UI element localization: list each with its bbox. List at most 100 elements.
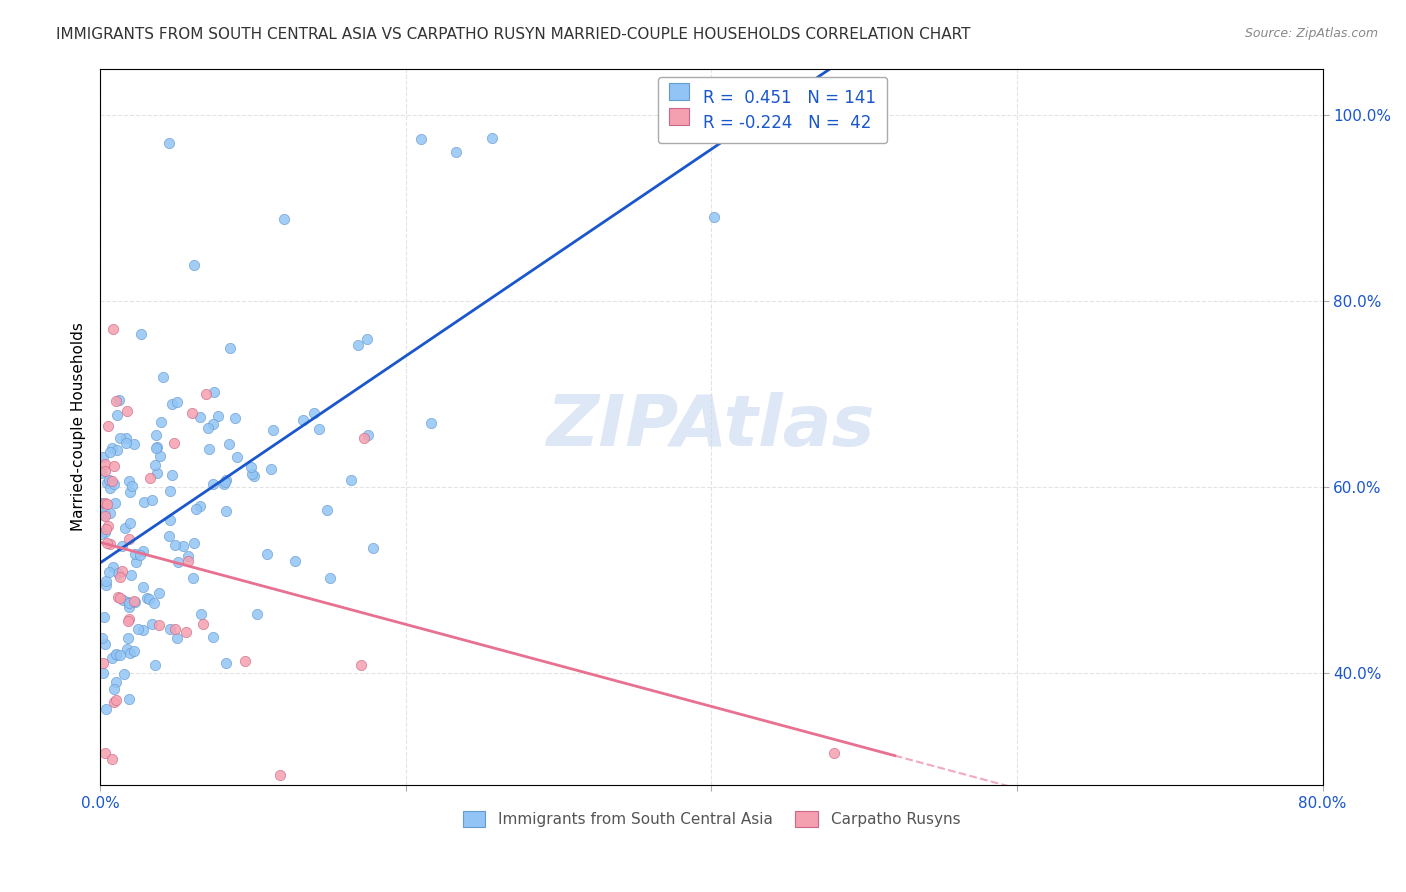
Immigrants from South Central Asia (98, 565, 121, 579)
Immigrants from South Central Asia (361, 541, 384, 555)
Carpatho Rusyns (118, 532, 141, 546)
Immigrants from South Central Asia (111, 592, 134, 607)
Carpatho Rusyns (107, 590, 129, 604)
Immigrants from South Central Asia (214, 475, 236, 489)
Carpatho Rusyns (177, 554, 200, 568)
Immigrants from South Central Asia (256, 547, 278, 561)
Carpatho Rusyns (101, 474, 124, 488)
Immigrants from South Central Asia (117, 600, 139, 615)
Immigrants from South Central Asia (212, 477, 235, 491)
Immigrants from South Central Asia (90, 466, 112, 480)
Immigrants from South Central Asia (181, 571, 204, 585)
Carpatho Rusyns (139, 471, 162, 485)
Immigrants from South Central Asia (94, 702, 117, 716)
Carpatho Rusyns (94, 495, 117, 509)
Immigrants from South Central Asia (124, 595, 146, 609)
Immigrants from South Central Asia (98, 506, 121, 520)
Immigrants from South Central Asia (152, 370, 174, 384)
Carpatho Rusyns (148, 618, 170, 632)
Immigrants from South Central Asia (219, 341, 242, 355)
Carpatho Rusyns (93, 457, 115, 471)
Carpatho Rusyns (353, 432, 375, 446)
Immigrants from South Central Asia (159, 484, 181, 499)
Carpatho Rusyns (110, 591, 132, 605)
Immigrants from South Central Asia (93, 610, 115, 624)
Immigrants from South Central Asia (103, 477, 125, 491)
Immigrants from South Central Asia (166, 632, 188, 646)
Immigrants from South Central Asia (103, 682, 125, 697)
Immigrants from South Central Asia (90, 631, 112, 645)
Immigrants from South Central Asia (346, 338, 368, 352)
Immigrants from South Central Asia (104, 647, 127, 661)
Immigrants from South Central Asia (183, 536, 205, 550)
Carpatho Rusyns (94, 464, 117, 478)
Text: ZIPAtlas: ZIPAtlas (547, 392, 876, 461)
Immigrants from South Central Asia (135, 591, 157, 606)
Immigrants from South Central Asia (340, 473, 363, 487)
Carpatho Rusyns (101, 752, 124, 766)
Carpatho Rusyns (97, 519, 120, 533)
Immigrants from South Central Asia (218, 437, 240, 451)
Immigrants from South Central Asia (129, 548, 152, 562)
Carpatho Rusyns (194, 387, 217, 401)
Carpatho Rusyns (269, 767, 291, 781)
Immigrants from South Central Asia (243, 469, 266, 483)
Carpatho Rusyns (111, 564, 134, 578)
Immigrants from South Central Asia (112, 666, 135, 681)
Immigrants from South Central Asia (141, 492, 163, 507)
Immigrants from South Central Asia (96, 475, 118, 490)
Immigrants from South Central Asia (149, 415, 172, 429)
Immigrants from South Central Asia (101, 559, 124, 574)
Immigrants from South Central Asia (159, 513, 181, 527)
Immigrants from South Central Asia (97, 473, 120, 487)
Immigrants from South Central Asia (108, 648, 131, 662)
Immigrants from South Central Asia (207, 409, 229, 424)
Immigrants from South Central Asia (100, 651, 122, 665)
Carpatho Rusyns (104, 693, 127, 707)
Immigrants from South Central Asia (177, 549, 200, 564)
Immigrants from South Central Asia (108, 431, 131, 445)
Immigrants from South Central Asia (143, 458, 166, 472)
Immigrants from South Central Asia (308, 422, 330, 436)
Carpatho Rusyns (117, 615, 139, 629)
Immigrants from South Central Asia (160, 467, 183, 482)
Carpatho Rusyns (96, 497, 118, 511)
Immigrants from South Central Asia (120, 646, 142, 660)
Immigrants from South Central Asia (127, 622, 149, 636)
Immigrants from South Central Asia (138, 591, 160, 606)
Immigrants from South Central Asia (98, 475, 121, 489)
Immigrants from South Central Asia (118, 516, 141, 531)
Immigrants from South Central Asia (117, 631, 139, 645)
Y-axis label: Married-couple Households: Married-couple Households (72, 322, 86, 532)
Carpatho Rusyns (180, 406, 202, 420)
Immigrants from South Central Asia (124, 547, 146, 561)
Immigrants from South Central Asia (115, 641, 138, 656)
Immigrants from South Central Asia (104, 648, 127, 662)
Immigrants from South Central Asia (98, 481, 121, 495)
Immigrants from South Central Asia (141, 617, 163, 632)
Text: IMMIGRANTS FROM SOUTH CENTRAL ASIA VS CARPATHO RUSYN MARRIED-COUPLE HOUSEHOLDS C: IMMIGRANTS FROM SOUTH CENTRAL ASIA VS CA… (56, 27, 970, 42)
Immigrants from South Central Asia (105, 443, 128, 458)
Immigrants from South Central Asia (111, 539, 134, 553)
Immigrants from South Central Asia (118, 596, 141, 610)
Immigrants from South Central Asia (201, 630, 224, 644)
Immigrants from South Central Asia (90, 527, 112, 541)
Carpatho Rusyns (122, 594, 145, 608)
Immigrants from South Central Asia (118, 692, 141, 706)
Immigrants from South Central Asia (162, 396, 184, 410)
Immigrants from South Central Asia (149, 449, 172, 463)
Immigrants from South Central Asia (166, 395, 188, 409)
Immigrants from South Central Asia (215, 656, 238, 670)
Immigrants from South Central Asia (104, 496, 127, 510)
Immigrants from South Central Asia (246, 607, 269, 622)
Immigrants from South Central Asia (202, 384, 225, 399)
Immigrants from South Central Asia (259, 461, 281, 475)
Immigrants from South Central Asia (444, 145, 467, 159)
Carpatho Rusyns (104, 394, 127, 409)
Immigrants from South Central Asia (91, 496, 114, 510)
Immigrants from South Central Asia (157, 136, 180, 150)
Immigrants from South Central Asia (291, 413, 314, 427)
Immigrants from South Central Asia (420, 416, 443, 430)
Immigrants from South Central Asia (91, 666, 114, 681)
Text: Source: ZipAtlas.com: Source: ZipAtlas.com (1244, 27, 1378, 40)
